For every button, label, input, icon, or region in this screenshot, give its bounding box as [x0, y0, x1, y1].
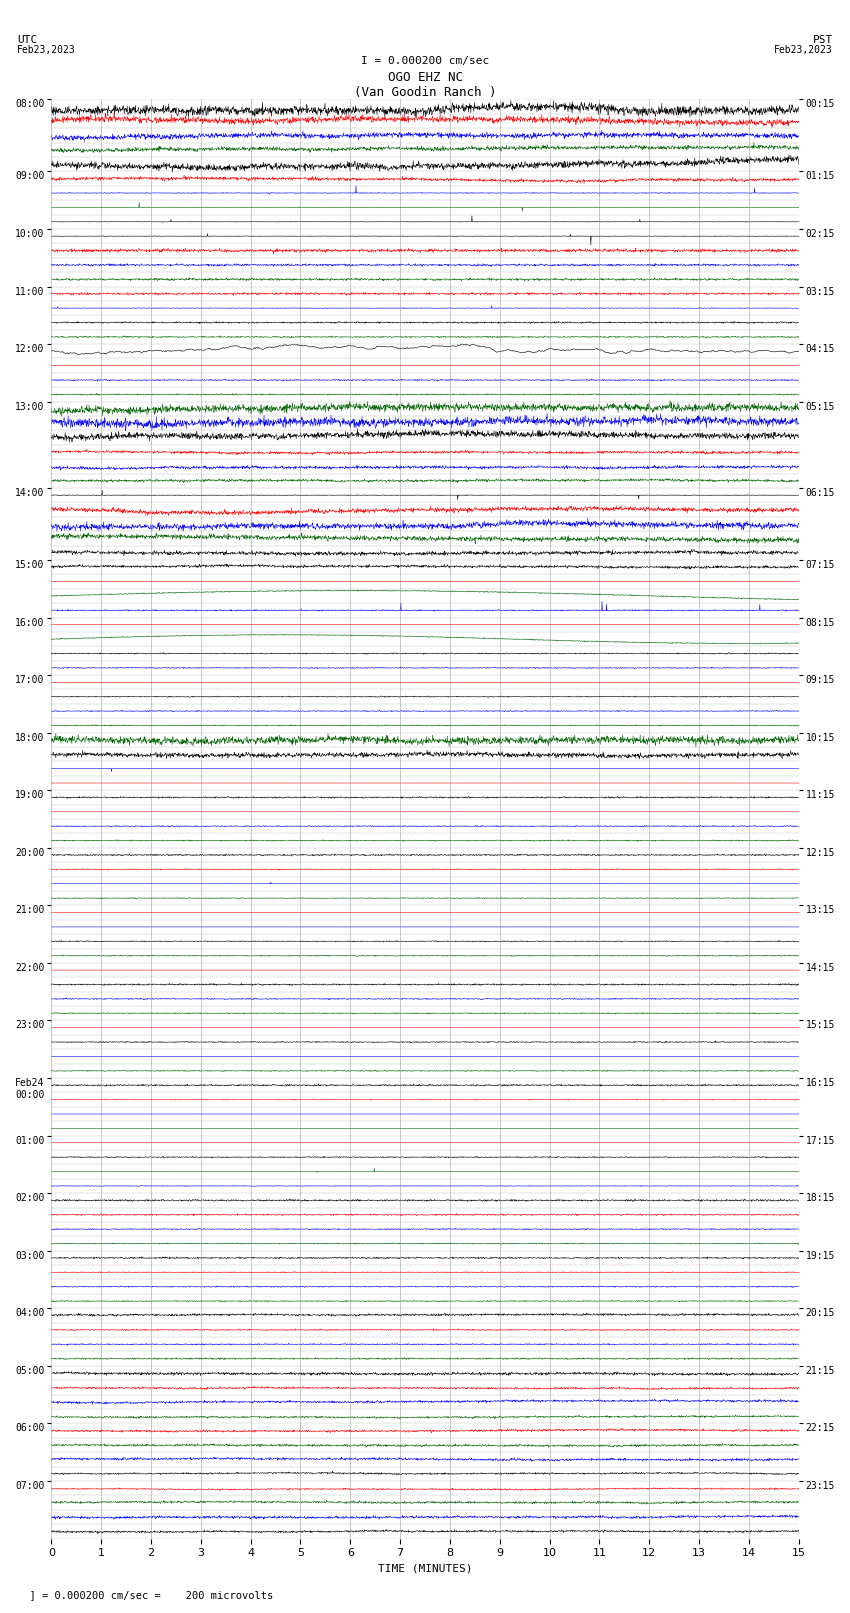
- Text: PST: PST: [813, 35, 833, 45]
- X-axis label: TIME (MINUTES): TIME (MINUTES): [377, 1565, 473, 1574]
- Text: ] = 0.000200 cm/sec =    200 microvolts: ] = 0.000200 cm/sec = 200 microvolts: [17, 1590, 273, 1600]
- Text: UTC: UTC: [17, 35, 37, 45]
- Text: Feb23,2023: Feb23,2023: [774, 45, 833, 55]
- Title: OGO EHZ NC
(Van Goodin Ranch ): OGO EHZ NC (Van Goodin Ranch ): [354, 71, 496, 100]
- Text: I = 0.000200 cm/sec: I = 0.000200 cm/sec: [361, 56, 489, 66]
- Text: Feb23,2023: Feb23,2023: [17, 45, 76, 55]
